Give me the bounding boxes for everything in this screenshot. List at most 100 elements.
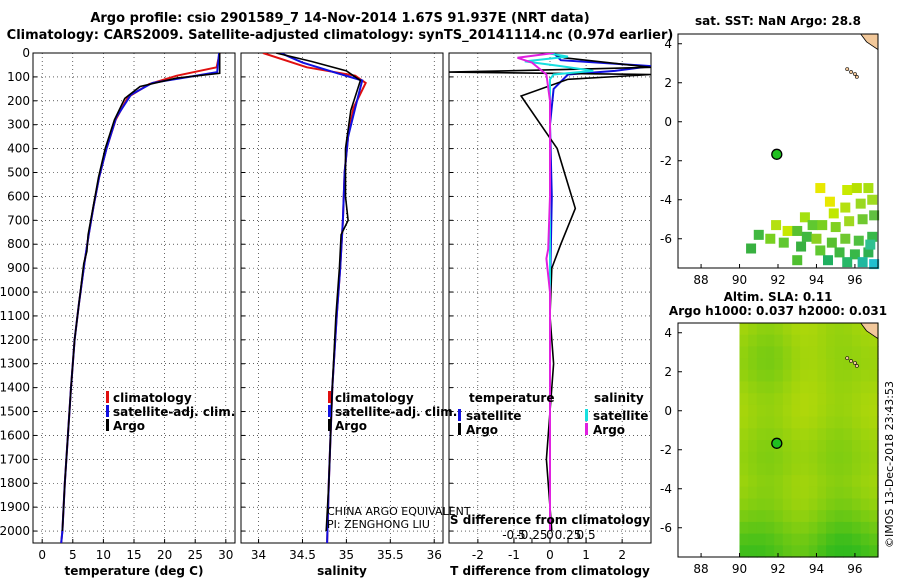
sla-map-ytick-label: 2 [664,365,672,379]
sla-cell [774,358,784,371]
difference-legend-label: Argo [593,423,625,437]
sla-cell [739,416,749,429]
sla-cell [774,521,784,535]
sla-cell [808,334,819,347]
sst-cell [857,257,868,268]
sst-cell [869,210,880,221]
salinity-series-argo [275,53,362,532]
sla-cell [860,381,870,394]
depth-tick-label: 400 [7,142,30,156]
sst-map-xtick-label: 92 [770,273,785,287]
temperature-legend-label: climatology [113,391,192,405]
sla-cell [756,334,767,347]
difference-legend-swatch [585,409,588,421]
sla-cell [782,393,793,406]
sst-cell [855,198,866,209]
sla-cell [869,404,879,418]
sla-cell [843,381,853,394]
sst-cell [863,247,874,258]
sla-cell [826,451,836,464]
difference-series-s-satellite [524,53,594,531]
sla-cell [817,369,827,383]
temperature-legend-swatch [106,391,109,403]
sst-map-xtick-label: 90 [732,273,747,287]
sla-cell [852,545,862,558]
sla-cell [869,510,879,523]
sla-cell [834,486,844,500]
sla-cell [756,323,767,336]
sla-cell [800,358,810,371]
temperature-xtick-label: 25 [188,548,203,562]
sla-cell [817,451,827,464]
sla-cell [826,358,836,371]
sla-cell [800,369,810,383]
sla-cell [852,440,862,453]
sla-cell [834,369,844,383]
temperature-xtick-label: 15 [126,548,141,562]
sla-cell [860,451,870,464]
salinity-xtick-label: 35.5 [377,548,404,562]
sla-cell [774,334,784,347]
sla-cell [756,521,767,535]
sst-cell [765,233,776,244]
sla-cell [808,369,819,383]
sla-cell [791,463,801,476]
sla-cell [774,533,784,546]
sla-cell [782,475,793,488]
sla-cell [843,521,853,535]
sla-cell [834,404,844,418]
depth-tick-label: 1900 [0,500,30,514]
sla-cell [774,498,784,511]
sst-map-island [854,75,859,79]
sla-cell [869,428,879,441]
depth-tick-label: 1500 [0,405,30,419]
sla-map-ytick-label: -4 [660,482,672,496]
sla-cell [800,346,810,359]
salinity-legend-swatch [328,419,331,431]
depth-tick-label: 900 [7,261,30,275]
salinity-legend-label: climatology [335,391,414,405]
sla-cell [843,440,853,453]
temperature-xtick-label: 5 [69,548,77,562]
sla-cell [800,475,810,488]
sla-cell [808,498,819,511]
sla-cell [748,346,758,359]
sla-cell [765,404,775,418]
sla-cell [817,428,827,441]
sla-cell [782,404,793,418]
sla-cell [765,323,775,336]
sla-cell [843,334,853,347]
sla-cell [774,346,784,359]
sla-cell [843,498,853,511]
salinity-legend-label: Argo [335,419,367,433]
temperature-legend-swatch [106,419,109,431]
sla-cell [748,323,758,336]
sla-cell [834,533,844,546]
depth-tick-label: 500 [7,166,30,180]
difference-legend-label: satellite [466,409,521,423]
sst-cell [851,183,862,194]
sla-cell [843,486,853,500]
sla-cell [817,404,827,418]
sla-cell [739,404,749,418]
sla-argo-marker [771,437,783,449]
sla-cell [739,451,749,464]
sla-cell [756,404,767,418]
sla-cell [765,440,775,453]
sst-cell [811,233,822,244]
sla-cell [791,440,801,453]
sla-cell [748,358,758,371]
sla-cell [843,463,853,476]
temperature-xtick-label: 30 [218,548,233,562]
sla-cell [756,358,767,371]
sla-cell [834,440,844,453]
temperature-legend-swatch [106,405,109,417]
difference-xlabel: T difference from climatology [450,564,650,578]
sla-cell [782,416,793,429]
sla-cell [748,440,758,453]
depth-tick-label: 1800 [0,476,30,490]
difference-legend-swatch [458,409,461,421]
sla-cell [739,545,749,558]
sla-cell [765,381,775,394]
